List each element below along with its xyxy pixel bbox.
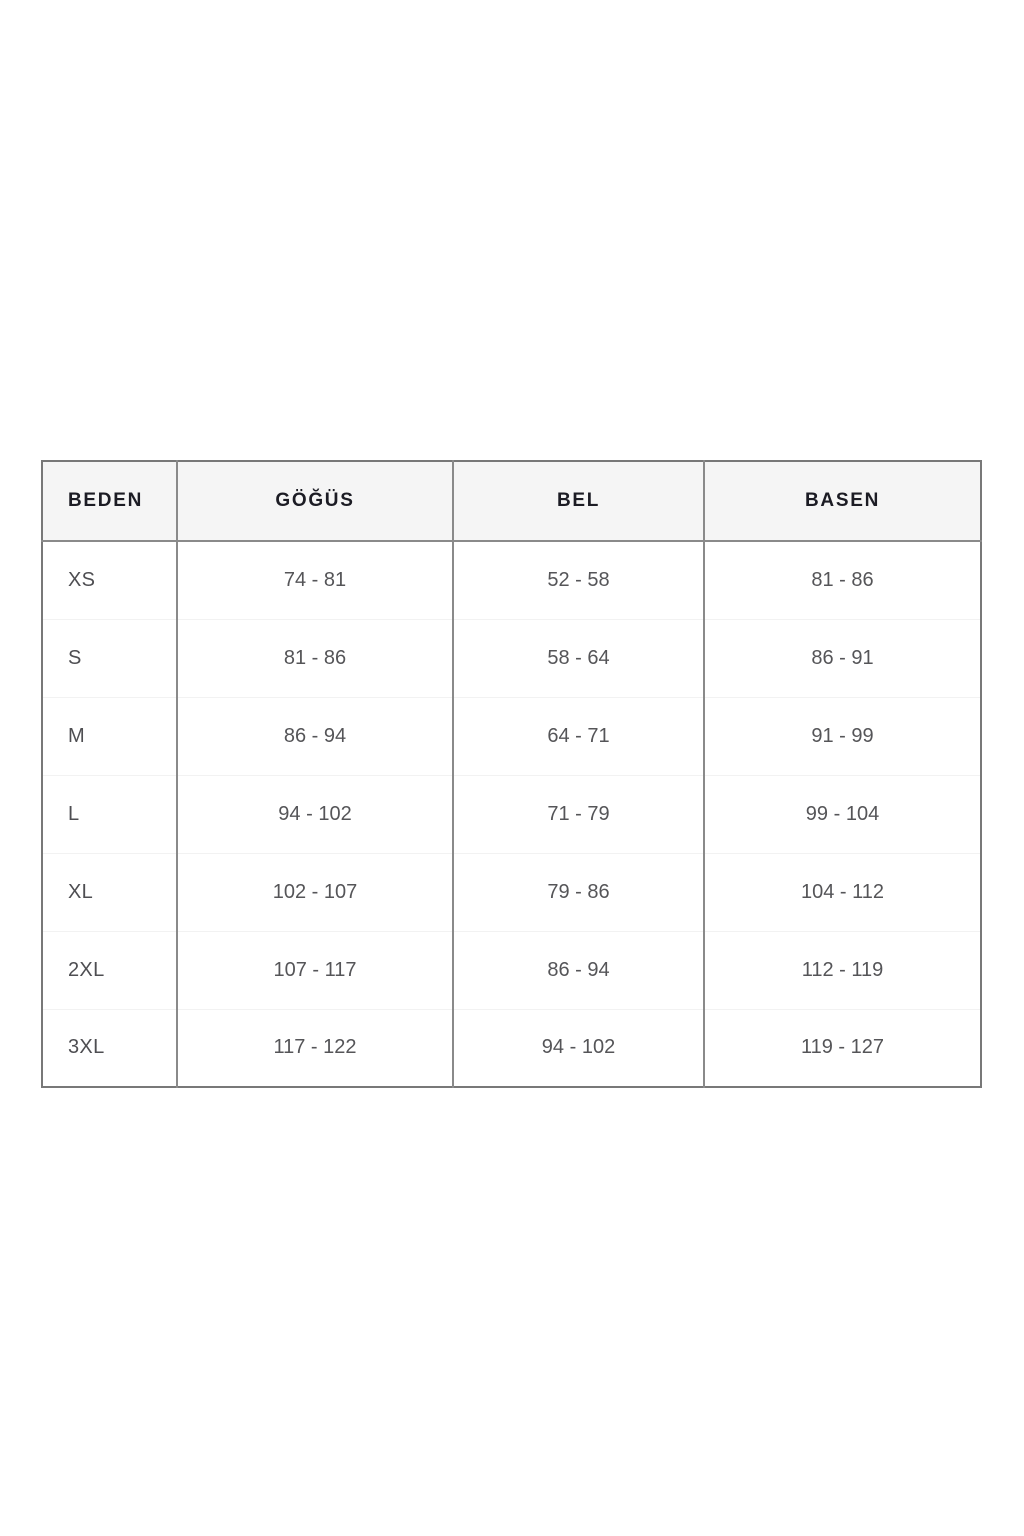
cell-gogus: 117 - 122 <box>177 1009 454 1087</box>
table-header-row: BEDEN GÖĞÜS BEL BASEN <box>42 461 981 542</box>
table-header: BEDEN GÖĞÜS BEL BASEN <box>42 461 981 542</box>
column-header-gogus: GÖĞÜS <box>177 461 454 542</box>
cell-beden: L <box>42 775 178 854</box>
cell-gogus: 102 - 107 <box>177 853 454 932</box>
cell-bel: 94 - 102 <box>453 1009 705 1087</box>
cell-beden: 2XL <box>42 931 178 1010</box>
cell-beden: XL <box>42 853 178 932</box>
cell-gogus: 107 - 117 <box>177 931 454 1010</box>
table-body: XS 74 - 81 52 - 58 81 - 86 S 81 - 86 58 … <box>42 541 981 1087</box>
cell-basen: 104 - 112 <box>704 853 981 932</box>
cell-bel: 52 - 58 <box>453 541 705 620</box>
table-row: 2XL 107 - 117 86 - 94 112 - 119 <box>42 931 981 1010</box>
cell-gogus: 86 - 94 <box>177 697 454 776</box>
column-header-beden: BEDEN <box>42 461 178 542</box>
cell-beden: 3XL <box>42 1009 178 1087</box>
cell-gogus: 74 - 81 <box>177 541 454 620</box>
cell-basen: 112 - 119 <box>704 931 981 1010</box>
cell-beden: M <box>42 697 178 776</box>
cell-bel: 58 - 64 <box>453 619 705 698</box>
cell-basen: 99 - 104 <box>704 775 981 854</box>
cell-basen: 119 - 127 <box>704 1009 981 1087</box>
cell-basen: 81 - 86 <box>704 541 981 620</box>
table-row: M 86 - 94 64 - 71 91 - 99 <box>42 697 981 776</box>
table-row: S 81 - 86 58 - 64 86 - 91 <box>42 619 981 698</box>
table-row: 3XL 117 - 122 94 - 102 119 - 127 <box>42 1009 981 1087</box>
cell-beden: S <box>42 619 178 698</box>
table-row: L 94 - 102 71 - 79 99 - 104 <box>42 775 981 854</box>
cell-bel: 79 - 86 <box>453 853 705 932</box>
cell-bel: 64 - 71 <box>453 697 705 776</box>
cell-bel: 71 - 79 <box>453 775 705 854</box>
column-header-basen: BASEN <box>704 461 981 542</box>
size-chart-container: BEDEN GÖĞÜS BEL BASEN XS 74 - 81 52 - 58… <box>41 460 982 1088</box>
cell-gogus: 94 - 102 <box>177 775 454 854</box>
cell-beden: XS <box>42 541 178 620</box>
column-header-bel: BEL <box>453 461 705 542</box>
cell-bel: 86 - 94 <box>453 931 705 1010</box>
cell-basen: 91 - 99 <box>704 697 981 776</box>
table-row: XL 102 - 107 79 - 86 104 - 112 <box>42 853 981 932</box>
table-row: XS 74 - 81 52 - 58 81 - 86 <box>42 541 981 620</box>
size-chart-table: BEDEN GÖĞÜS BEL BASEN XS 74 - 81 52 - 58… <box>41 460 982 1088</box>
cell-basen: 86 - 91 <box>704 619 981 698</box>
cell-gogus: 81 - 86 <box>177 619 454 698</box>
